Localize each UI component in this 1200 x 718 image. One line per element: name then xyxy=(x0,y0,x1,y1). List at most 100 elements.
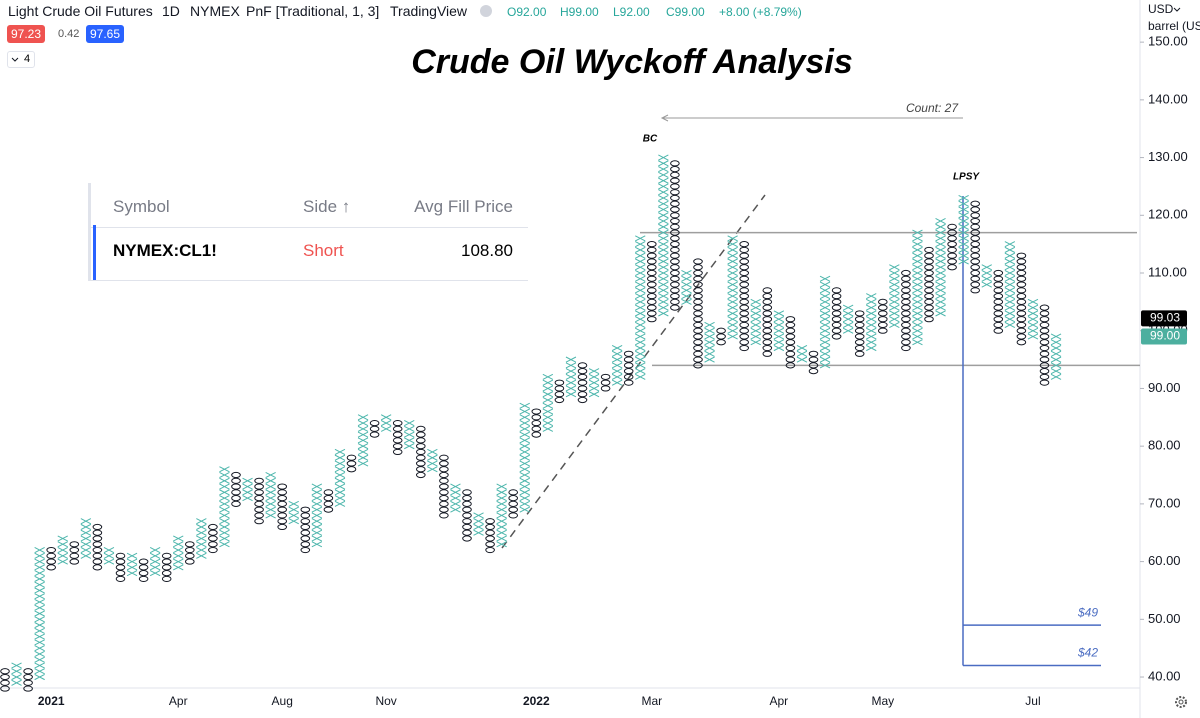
x-box xyxy=(635,321,646,328)
x-tick-label: Jul xyxy=(1025,694,1040,708)
x-box xyxy=(635,345,646,352)
x-box xyxy=(80,541,92,548)
o-box xyxy=(670,166,680,173)
x-box xyxy=(912,235,923,242)
x-box xyxy=(611,368,623,375)
o-box xyxy=(577,362,588,369)
o-box xyxy=(854,344,865,352)
o-box xyxy=(739,327,750,334)
o-box xyxy=(647,241,657,248)
x-box xyxy=(635,333,646,340)
o-box xyxy=(993,321,1004,329)
x-box xyxy=(866,327,877,334)
y-tick-label: 70.00 xyxy=(1148,495,1181,510)
indicators-toggle[interactable]: 4 xyxy=(7,51,35,68)
x-box xyxy=(219,483,230,490)
x-box xyxy=(1050,333,1062,340)
o-box xyxy=(439,477,449,484)
o-box xyxy=(739,310,750,317)
y-tick-label: 150.00 xyxy=(1148,34,1188,49)
o-box xyxy=(947,223,957,230)
x-box xyxy=(635,368,646,375)
currency-chevron[interactable] xyxy=(1173,7,1181,12)
o-box xyxy=(693,333,703,340)
x-column xyxy=(496,483,507,548)
o-box xyxy=(161,575,172,582)
x-box xyxy=(380,420,392,427)
x-box xyxy=(1004,241,1016,248)
o-column xyxy=(924,246,934,323)
o-box xyxy=(785,321,796,329)
x-box xyxy=(981,264,992,271)
settings-icon[interactable] xyxy=(1175,696,1187,708)
o-box xyxy=(947,229,957,236)
x-box xyxy=(750,310,761,317)
x-column xyxy=(103,547,115,565)
o-box xyxy=(1039,310,1050,317)
x-box xyxy=(288,518,299,525)
x-box xyxy=(219,466,230,473)
x-box xyxy=(450,500,461,507)
x-box xyxy=(727,235,738,242)
change: +8.00 (+8.79%) xyxy=(719,5,802,19)
o-box xyxy=(416,466,426,473)
x-box xyxy=(334,500,346,507)
o-box xyxy=(854,316,865,323)
x-box xyxy=(542,408,554,415)
o-box xyxy=(161,564,172,571)
x-box xyxy=(658,166,669,173)
o-box xyxy=(1016,252,1027,259)
buy-button[interactable]: 97.65 xyxy=(86,25,125,43)
x-box xyxy=(34,662,45,669)
x-box xyxy=(912,327,923,334)
x-box xyxy=(935,310,946,317)
status-dot[interactable] xyxy=(480,5,492,17)
x-box xyxy=(635,287,646,294)
x-box xyxy=(496,523,507,530)
x-box xyxy=(34,633,45,640)
o-box xyxy=(970,269,981,277)
x-box xyxy=(219,500,230,507)
x-tick-label: 2022 xyxy=(523,694,550,708)
x-box xyxy=(11,668,22,675)
x-box xyxy=(819,345,831,352)
x-box xyxy=(958,212,969,219)
o-box xyxy=(970,217,981,225)
o-box xyxy=(254,512,264,519)
o-box xyxy=(693,350,703,357)
x-box xyxy=(542,402,554,409)
x-box xyxy=(889,275,900,282)
x-box xyxy=(704,356,715,363)
x-box xyxy=(519,495,530,502)
o-box xyxy=(185,558,195,565)
o-box xyxy=(1039,316,1050,323)
o-box xyxy=(531,408,542,415)
o-box xyxy=(993,293,1004,300)
o-box xyxy=(693,327,703,334)
o-box xyxy=(1016,281,1027,288)
o-box xyxy=(762,350,773,357)
x-box xyxy=(519,454,530,461)
o-column xyxy=(0,668,10,692)
x-box xyxy=(1004,258,1016,265)
o-box xyxy=(670,241,680,248)
sell-button[interactable]: 97.23 xyxy=(7,25,46,43)
x-box xyxy=(704,345,715,352)
x-box xyxy=(889,281,900,288)
x-box xyxy=(311,529,323,536)
x-box xyxy=(773,333,785,340)
o-box xyxy=(901,304,911,311)
o-box xyxy=(554,396,565,404)
o-box xyxy=(901,281,911,288)
x-box xyxy=(635,316,646,323)
x-box xyxy=(265,477,276,484)
x-box xyxy=(796,350,808,357)
o-box xyxy=(993,310,1004,317)
x-box xyxy=(149,547,161,554)
x-box xyxy=(658,218,669,225)
o-column xyxy=(901,269,911,352)
x-box xyxy=(450,489,461,496)
x-box xyxy=(889,264,900,271)
x-box xyxy=(912,252,923,259)
x-box xyxy=(173,564,184,571)
